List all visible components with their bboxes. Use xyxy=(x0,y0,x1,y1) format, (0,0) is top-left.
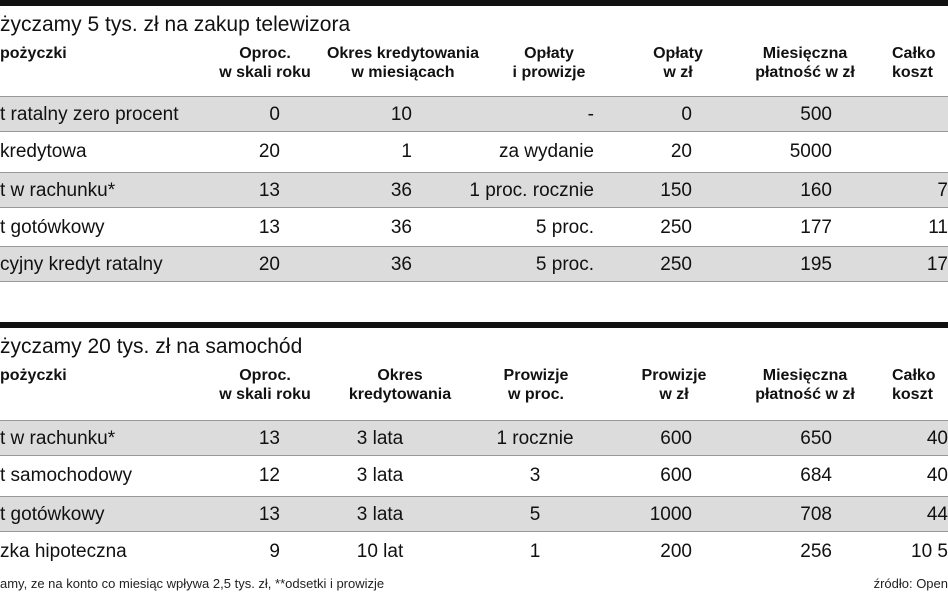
table-cell: 684 xyxy=(800,465,832,486)
table-cell xyxy=(900,134,948,170)
table-2-header-monthly: Miesięczna płatność w zł xyxy=(755,367,855,403)
table-row: t gotówkowy 13 3 lata 5 1000 708 44 xyxy=(0,496,948,532)
table-cell: 13 xyxy=(258,504,280,525)
table-cell: 9 xyxy=(269,541,280,562)
table-cell: 36 xyxy=(390,254,412,275)
table-1: życzamy 5 tys. zł na zakup telewizora po… xyxy=(0,0,948,290)
table-cell: 44 xyxy=(926,504,948,525)
table-row: t w rachunku* 13 3 lata 1 rocznie 600 65… xyxy=(0,420,948,456)
table-cell: 3 lata xyxy=(356,428,404,449)
table-cell: t gotówkowy xyxy=(0,217,105,238)
table-cell: t w rachunku* xyxy=(0,428,116,449)
table-cell: - xyxy=(587,104,594,125)
table-cell: 600 xyxy=(660,428,692,449)
table-cell: 600 xyxy=(660,465,692,486)
table-1-header-fees: Opłaty i prowizje xyxy=(512,45,586,81)
table-cell: 40 xyxy=(926,465,948,486)
table-cell: cyjny kredyt ratalny xyxy=(0,254,163,275)
table-cell: 20 xyxy=(670,141,692,162)
table-cell: za wydanie xyxy=(498,141,594,162)
table-cell: 1000 xyxy=(649,504,692,525)
table-cell: 20 xyxy=(258,141,280,162)
table-2-header-fees-pct: Prowizje w proc. xyxy=(503,367,569,403)
table-cell: 40 xyxy=(926,428,948,449)
table-cell: 7 xyxy=(937,180,948,201)
table-cell: 20 xyxy=(258,254,280,275)
table-cell: 250 xyxy=(660,217,692,238)
table-cell: 177 xyxy=(800,217,832,238)
table-2: życzamy 20 tys. zł na samochód pożyczki … xyxy=(0,322,948,574)
table-cell: 0 xyxy=(681,104,692,125)
table-cell: 0 xyxy=(269,104,280,125)
table-cell: 5 proc. xyxy=(535,254,594,275)
table-1-title: życzamy 5 tys. zł na zakup telewizora xyxy=(0,13,351,36)
table-row: t gotówkowy 13 36 5 proc. 250 177 11 xyxy=(0,210,948,246)
table-cell: 1 xyxy=(529,541,541,562)
table-cell: 1 rocznie xyxy=(496,428,574,449)
table-cell: 3 xyxy=(529,465,541,486)
table-1-header-monthly: Miesięczna płatność w zł xyxy=(755,45,855,81)
table-cell: t ratalny zero procent xyxy=(0,104,179,125)
table-cell: 5 xyxy=(529,504,541,525)
table-cell: 36 xyxy=(390,180,412,201)
table-cell: 160 xyxy=(800,180,832,201)
table-cell: 200 xyxy=(660,541,692,562)
table-cell xyxy=(900,97,948,133)
table-cell: 708 xyxy=(800,504,832,525)
table-cell: zka hipoteczna xyxy=(0,541,127,562)
table-cell: 5000 xyxy=(789,141,832,162)
table-2-header-total: Całko koszt xyxy=(892,367,936,403)
table-cell: 1 proc. rocznie xyxy=(469,180,594,201)
table-cell: 36 xyxy=(390,217,412,238)
table-cell: 10 xyxy=(390,104,412,125)
table-2-header-rate: Oproc. w skali roku xyxy=(219,367,311,403)
table-cell: 256 xyxy=(800,541,832,562)
table-cell: 150 xyxy=(660,180,692,201)
table-cell: 10 5 xyxy=(911,541,948,562)
table-row: t w rachunku* 13 36 1 proc. rocznie 150 … xyxy=(0,172,948,208)
table-cell: t w rachunku* xyxy=(0,180,116,201)
table-2-header-period: Okres kredytowania xyxy=(348,367,452,403)
table-cell: 13 xyxy=(258,180,280,201)
table-row: zka hipoteczna 9 10 lat 1 200 256 10 5 xyxy=(0,534,948,570)
source-credit: źródło: Open xyxy=(873,576,948,591)
table-1-header-fees-pln: Opłaty w zł xyxy=(653,45,703,81)
table-2-header-fees-pln: Prowizje w zł xyxy=(641,367,707,403)
table-cell: 5 proc. xyxy=(535,217,594,238)
table-1-header-period: Okres kredytowania w miesiącach xyxy=(326,45,480,81)
table-1-header-total: Całko koszt xyxy=(892,45,936,81)
table-row: cyjny kredyt ratalny 20 36 5 proc. 250 1… xyxy=(0,246,948,282)
table-cell: 1 xyxy=(401,141,412,162)
table-cell: 17 xyxy=(926,254,948,275)
table-cell: 12 xyxy=(258,465,280,486)
table-cell: 650 xyxy=(800,428,832,449)
table-cell: 3 lata xyxy=(356,504,404,525)
table-cell: 3 lata xyxy=(356,465,404,486)
table-2-header-type: pożyczki xyxy=(0,367,67,384)
table-cell: 10 lat xyxy=(356,541,404,562)
table-1-header-type: pożyczki xyxy=(0,45,67,62)
footnote: amy, ze na konto co miesiąc wpływa 2,5 t… xyxy=(0,576,385,591)
table-1-top-rule xyxy=(0,0,948,6)
table-row: t ratalny zero procent 0 10 - 0 500 xyxy=(0,96,948,132)
table-1-header-rate: Oproc. w skali roku xyxy=(219,45,311,81)
table-cell: 13 xyxy=(258,217,280,238)
table-cell: 195 xyxy=(800,254,832,275)
table-cell: t samochodowy xyxy=(0,465,133,486)
table-cell: 13 xyxy=(258,428,280,449)
table-2-top-rule xyxy=(0,322,948,328)
table-cell: 500 xyxy=(800,104,832,125)
table-cell: t gotówkowy xyxy=(0,504,105,525)
table-cell: kredytowa xyxy=(0,141,87,162)
table-cell: 11 xyxy=(928,217,948,238)
table-row: t samochodowy 12 3 lata 3 600 684 40 xyxy=(0,458,948,494)
table-cell: 250 xyxy=(660,254,692,275)
table-2-title: życzamy 20 tys. zł na samochód xyxy=(0,335,303,358)
table-row: kredytowa 20 1 za wydanie 20 5000 xyxy=(0,134,948,170)
